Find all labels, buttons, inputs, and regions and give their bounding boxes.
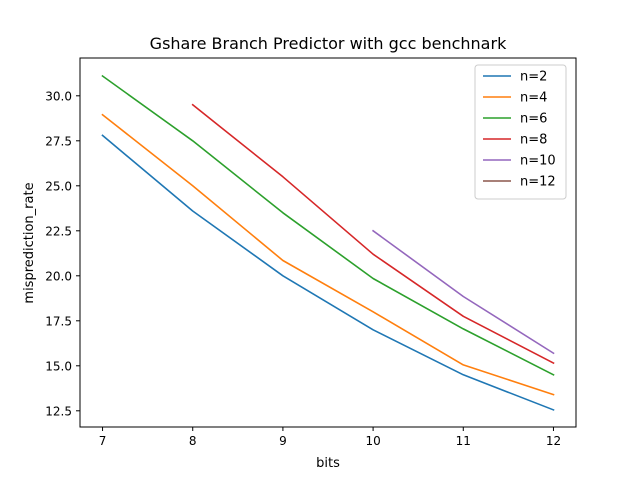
x-tick-label: 7 [99, 434, 107, 448]
y-tick-label: 30.0 [45, 89, 72, 103]
y-tick-label: 12.5 [45, 404, 72, 418]
x-tick-label: 11 [456, 434, 471, 448]
series-line-n-2 [101, 134, 555, 411]
x-tick-label: 12 [546, 434, 561, 448]
y-tick-label: 15.0 [45, 359, 72, 373]
x-axis-label: bits [316, 456, 340, 471]
x-tick-label: 10 [365, 434, 380, 448]
y-tick-label: 27.5 [45, 134, 72, 148]
series-group [101, 74, 555, 411]
y-axis: 12.5 15.0 17.5 20.0 22.5 25.0 27.5 30.0 [45, 89, 80, 418]
x-tick-label: 8 [189, 434, 197, 448]
legend-label: n=12 [520, 175, 556, 190]
y-tick-label: 17.5 [45, 314, 72, 328]
y-tick-label: 25.0 [45, 179, 72, 193]
legend: n=2 n=4 n=6 n=8 n=10 n=12 [474, 64, 567, 200]
legend-label: n=6 [520, 112, 547, 127]
series-line-n-4 [101, 113, 555, 396]
series-line-n-8 [191, 103, 555, 365]
plot-frame [79, 57, 577, 428]
legend-label: n=2 [520, 70, 547, 85]
y-tick-label: 20.0 [45, 269, 72, 283]
x-axis: 7 8 9 10 11 12 [99, 427, 561, 448]
legend-label: n=4 [520, 91, 547, 106]
y-tick-label: 22.5 [45, 224, 72, 238]
legend-box [474, 64, 567, 200]
legend-label: n=8 [520, 133, 547, 148]
series-line-n-10 [371, 229, 555, 355]
y-axis-label: misprediction_rate [22, 182, 37, 303]
legend-label: n=10 [520, 154, 556, 169]
chart-title: Gshare Branch Predictor with gcc benchna… [150, 34, 507, 53]
series-line-n-6 [101, 74, 555, 376]
x-tick-label: 9 [279, 434, 287, 448]
